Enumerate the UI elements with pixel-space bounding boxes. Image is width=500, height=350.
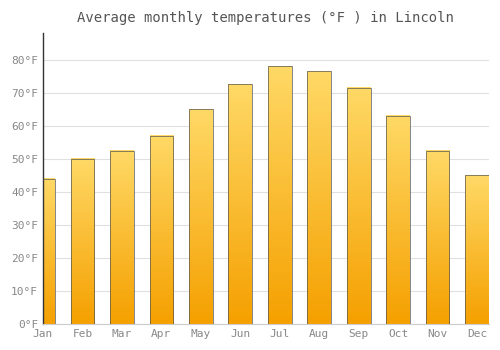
Bar [268,66,291,324]
Bar [150,136,173,324]
Bar [70,159,94,324]
Bar [189,109,212,324]
Bar [31,178,55,324]
Bar [465,175,489,324]
Bar [386,116,410,324]
Title: Average monthly temperatures (°F ) in Lincoln: Average monthly temperatures (°F ) in Li… [78,11,454,25]
Bar [308,71,331,324]
Bar [426,150,450,324]
Bar [347,88,370,324]
Bar [228,84,252,324]
Bar [110,150,134,324]
